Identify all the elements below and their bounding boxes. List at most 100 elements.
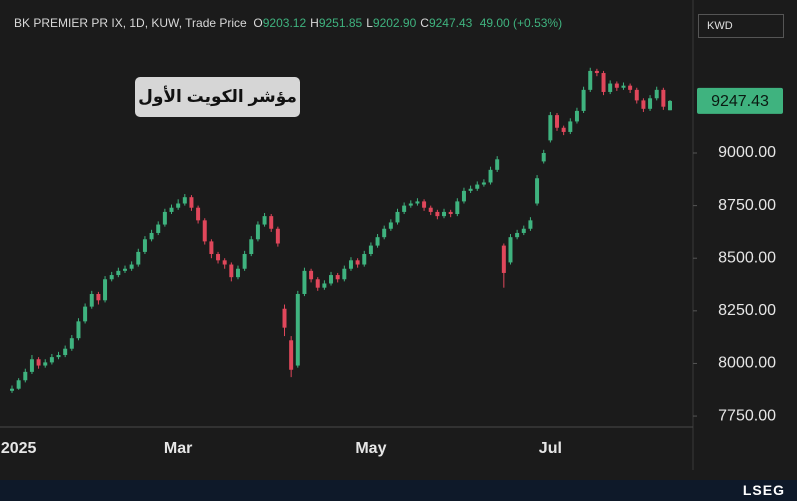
candle-body (43, 362, 48, 366)
candle-body (295, 293, 300, 366)
candle-body (335, 275, 340, 280)
candle-body (555, 115, 560, 128)
candle-body (103, 279, 108, 301)
candle-body (375, 237, 380, 246)
candle-body (501, 245, 506, 273)
candle-body (388, 222, 393, 229)
candle-body (116, 270, 121, 276)
x-tick-label: 2025 (1, 440, 37, 457)
candle-body (581, 89, 586, 111)
candle-body (455, 201, 460, 215)
candle-body (368, 245, 373, 255)
candle-body (395, 211, 400, 223)
ohlc-value: 9203.12 (262, 16, 307, 30)
y-tick-label: 8500.00 (718, 249, 776, 266)
candle-body (189, 197, 194, 208)
y-tick-label: 8250.00 (718, 302, 776, 319)
candle-body (56, 355, 61, 358)
candle-body (169, 207, 174, 212)
change: 49.00 (+0.53%) (479, 16, 563, 30)
candle-body (641, 100, 646, 109)
x-tick-label: Jul (539, 440, 562, 457)
candle-body (355, 260, 360, 265)
candle-body (49, 357, 54, 363)
last-price-label: 9247.43 (711, 93, 769, 110)
candle-body (402, 205, 407, 212)
candle-body (515, 232, 520, 238)
candle-body (475, 184, 480, 189)
candle-body (63, 348, 68, 356)
currency-button[interactable]: KWD (698, 14, 784, 38)
candle-body (10, 388, 14, 391)
candle-body (282, 308, 287, 328)
candle-body (89, 293, 94, 307)
candle-body (481, 182, 486, 185)
candle-body (162, 211, 167, 225)
candle-body (461, 190, 466, 202)
candle-body (302, 270, 307, 294)
candle-body (561, 127, 566, 132)
candle-body (235, 268, 240, 278)
candle-body (588, 70, 593, 90)
candle-body (362, 254, 367, 265)
candle-body (541, 152, 546, 162)
candle-body (122, 268, 127, 271)
candle-body (528, 220, 533, 229)
candle-body (535, 178, 540, 204)
candle-body (96, 293, 101, 301)
candle-body (661, 89, 666, 107)
y-tick-label: 8000.00 (718, 355, 776, 372)
candle-body (156, 224, 161, 233)
candle-body (495, 159, 500, 170)
candle-body (83, 306, 88, 322)
ohlc-value: 9247.43 (428, 16, 473, 30)
candle-body (568, 121, 573, 132)
candle-body (628, 85, 633, 90)
candle-body (654, 89, 659, 99)
y-tick-label: 8750.00 (718, 197, 776, 214)
candle-body (275, 228, 280, 244)
ohlc-fields: O9203.12 H9251.85 L9202.90 C9247.43 (253, 16, 476, 30)
candle-body (428, 207, 433, 212)
candle-body (594, 70, 599, 74)
candle-body (521, 228, 526, 233)
candle-body (442, 211, 447, 217)
candle-body (329, 275, 334, 284)
candle-body (488, 169, 493, 183)
candle-body (601, 73, 606, 92)
y-tick-label: 7750.00 (718, 407, 776, 424)
candle-body (69, 338, 74, 349)
ohlc-key: L (366, 16, 373, 30)
candle-body (16, 380, 21, 389)
candle-body (109, 275, 114, 280)
candle-body (269, 216, 274, 229)
candle-body (136, 251, 141, 265)
candle-body (634, 89, 639, 101)
candle-body (468, 188, 473, 191)
candle-body (448, 211, 453, 215)
candle-body (216, 254, 221, 261)
candle-body (202, 220, 207, 242)
candle-body (621, 85, 626, 88)
candle-body (182, 197, 187, 204)
candle-body (422, 201, 427, 208)
candle-body (255, 224, 260, 240)
candle-body (322, 283, 327, 288)
annotation: مؤشر الكويت الأول (135, 77, 300, 117)
ohlc-key: O (253, 16, 263, 30)
candle-body (548, 115, 553, 141)
x-tick-label: May (355, 440, 386, 457)
instrument-title: BK PREMIER PR IX, 1D, KUW, Trade Price (14, 16, 247, 30)
candle-body (23, 371, 28, 381)
last-price-tag (697, 87, 783, 114)
candle-body (229, 264, 234, 278)
candle-body (309, 270, 314, 280)
candle-body (574, 110, 579, 122)
candle-body (176, 203, 181, 208)
candle-body (348, 260, 353, 269)
candle-body (614, 83, 619, 88)
legend-header: BK PREMIER PR IX, 1D, KUW, Trade Price O… (14, 16, 566, 30)
candle-body (222, 260, 227, 265)
candle-body (149, 232, 154, 240)
